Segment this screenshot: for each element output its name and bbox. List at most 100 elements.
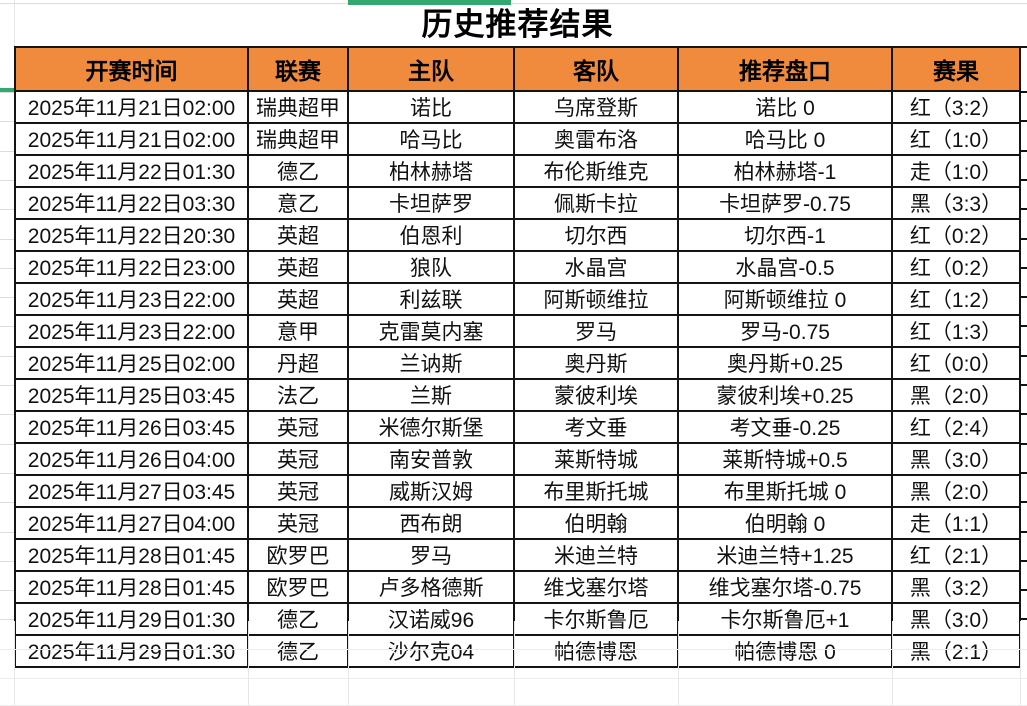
cell-away-team[interactable]: 罗马 bbox=[513, 314, 679, 348]
cell-handicap[interactable]: 卡尔斯鲁厄+1 bbox=[677, 602, 893, 636]
cell-league[interactable]: 英超 bbox=[247, 282, 349, 316]
cell-league[interactable]: 英超 bbox=[247, 218, 349, 252]
cell-away-team[interactable]: 维戈塞尔塔 bbox=[513, 570, 679, 604]
cell-result[interactable]: 红（2:4） bbox=[891, 410, 1021, 444]
header-cell-time[interactable]: 开赛时间 bbox=[14, 46, 249, 92]
cell-league[interactable]: 德乙 bbox=[247, 154, 349, 188]
cell-time[interactable]: 2025年11月22日23:00 bbox=[14, 250, 249, 284]
cell-away-team[interactable]: 乌席登斯 bbox=[513, 90, 679, 124]
cell-league[interactable]: 英冠 bbox=[247, 410, 349, 444]
cell-home-team[interactable]: 狼队 bbox=[347, 250, 515, 284]
cell-away-team[interactable]: 奥丹斯 bbox=[513, 346, 679, 380]
cell-time[interactable]: 2025年11月28日01:45 bbox=[14, 538, 249, 572]
cell-handicap[interactable]: 维戈塞尔塔-0.75 bbox=[677, 570, 893, 604]
cell-home-team[interactable]: 西布朗 bbox=[347, 506, 515, 540]
header-cell-league[interactable]: 联赛 bbox=[247, 46, 349, 92]
cell-handicap[interactable]: 诺比 0 bbox=[677, 90, 893, 124]
cell-result[interactable]: 红（1:2） bbox=[891, 282, 1021, 316]
cell-time[interactable]: 2025年11月27日03:45 bbox=[14, 474, 249, 508]
cell-result[interactable]: 红（2:1） bbox=[891, 538, 1021, 572]
cell-away-team[interactable]: 佩斯卡拉 bbox=[513, 186, 679, 220]
cell-result[interactable]: 黑（3:0） bbox=[891, 442, 1021, 476]
cell-league[interactable]: 瑞典超甲 bbox=[247, 90, 349, 124]
cell-home-team[interactable]: 兰斯 bbox=[347, 378, 515, 412]
cell-handicap[interactable]: 卡坦萨罗-0.75 bbox=[677, 186, 893, 220]
cell-league[interactable]: 德乙 bbox=[247, 634, 349, 668]
cell-handicap[interactable]: 考文垂-0.25 bbox=[677, 410, 893, 444]
cell-handicap[interactable]: 莱斯特城+0.5 bbox=[677, 442, 893, 476]
cell-home-team[interactable]: 南安普敦 bbox=[347, 442, 515, 476]
cell-away-team[interactable]: 阿斯顿维拉 bbox=[513, 282, 679, 316]
cell-time[interactable]: 2025年11月26日03:45 bbox=[14, 410, 249, 444]
cell-handicap[interactable]: 水晶宫-0.5 bbox=[677, 250, 893, 284]
cell-league[interactable]: 英冠 bbox=[247, 506, 349, 540]
cell-league[interactable]: 欧罗巴 bbox=[247, 570, 349, 604]
header-cell-away[interactable]: 客队 bbox=[513, 46, 679, 92]
cell-handicap[interactable]: 哈马比 0 bbox=[677, 122, 893, 156]
cell-handicap[interactable]: 罗马-0.75 bbox=[677, 314, 893, 348]
cell-league[interactable]: 英冠 bbox=[247, 442, 349, 476]
cell-result[interactable]: 黑（2:1） bbox=[891, 634, 1021, 668]
cell-away-team[interactable]: 卡尔斯鲁厄 bbox=[513, 602, 679, 636]
cell-away-team[interactable]: 莱斯特城 bbox=[513, 442, 679, 476]
cell-result[interactable]: 走（1:0） bbox=[891, 154, 1021, 188]
cell-result[interactable]: 走（1:1） bbox=[891, 506, 1021, 540]
cell-result[interactable]: 红（1:0） bbox=[891, 122, 1021, 156]
cell-handicap[interactable]: 布里斯托城 0 bbox=[677, 474, 893, 508]
cell-result[interactable]: 红（0:0） bbox=[891, 346, 1021, 380]
cell-time[interactable]: 2025年11月29日01:30 bbox=[14, 634, 249, 668]
cell-time[interactable]: 2025年11月22日03:30 bbox=[14, 186, 249, 220]
cell-home-team[interactable]: 威斯汉姆 bbox=[347, 474, 515, 508]
cell-handicap[interactable]: 帕德博恩 0 bbox=[677, 634, 893, 668]
cell-handicap[interactable]: 伯明翰 0 bbox=[677, 506, 893, 540]
cell-home-team[interactable]: 伯恩利 bbox=[347, 218, 515, 252]
cell-handicap[interactable]: 米迪兰特+1.25 bbox=[677, 538, 893, 572]
cell-result[interactable]: 黑（3:2） bbox=[891, 570, 1021, 604]
cell-result[interactable]: 黑（3:0） bbox=[891, 602, 1021, 636]
cell-time[interactable]: 2025年11月23日22:00 bbox=[14, 314, 249, 348]
header-cell-home[interactable]: 主队 bbox=[347, 46, 515, 92]
cell-away-team[interactable]: 布里斯托城 bbox=[513, 474, 679, 508]
cell-league[interactable]: 意乙 bbox=[247, 186, 349, 220]
header-cell-result[interactable]: 赛果 bbox=[891, 46, 1021, 92]
cell-league[interactable]: 英超 bbox=[247, 250, 349, 284]
cell-time[interactable]: 2025年11月25日02:00 bbox=[14, 346, 249, 380]
cell-league[interactable]: 丹超 bbox=[247, 346, 349, 380]
cell-time[interactable]: 2025年11月22日20:30 bbox=[14, 218, 249, 252]
cell-league[interactable]: 英冠 bbox=[247, 474, 349, 508]
cell-time[interactable]: 2025年11月28日01:45 bbox=[14, 570, 249, 604]
cell-home-team[interactable]: 沙尔克04 bbox=[347, 634, 515, 668]
cell-away-team[interactable]: 布伦斯维克 bbox=[513, 154, 679, 188]
cell-away-team[interactable]: 蒙彼利埃 bbox=[513, 378, 679, 412]
cell-time[interactable]: 2025年11月25日03:45 bbox=[14, 378, 249, 412]
cell-league[interactable]: 意甲 bbox=[247, 314, 349, 348]
cell-time[interactable]: 2025年11月21日02:00 bbox=[14, 90, 249, 124]
cell-league[interactable]: 法乙 bbox=[247, 378, 349, 412]
cell-home-team[interactable]: 哈马比 bbox=[347, 122, 515, 156]
cell-league[interactable]: 欧罗巴 bbox=[247, 538, 349, 572]
cell-away-team[interactable]: 帕德博恩 bbox=[513, 634, 679, 668]
page-title[interactable]: 历史推荐结果 bbox=[421, 7, 614, 42]
cell-home-team[interactable]: 兰讷斯 bbox=[347, 346, 515, 380]
cell-handicap[interactable]: 蒙彼利埃+0.25 bbox=[677, 378, 893, 412]
cell-result[interactable]: 红（0:2） bbox=[891, 218, 1021, 252]
cell-handicap[interactable]: 切尔西-1 bbox=[677, 218, 893, 252]
cell-league[interactable]: 瑞典超甲 bbox=[247, 122, 349, 156]
header-cell-handicap[interactable]: 推荐盘口 bbox=[677, 46, 893, 92]
cell-home-team[interactable]: 汉诺威96 bbox=[347, 602, 515, 636]
cell-home-team[interactable]: 利兹联 bbox=[347, 282, 515, 316]
cell-home-team[interactable]: 柏林赫塔 bbox=[347, 154, 515, 188]
cell-league[interactable]: 德乙 bbox=[247, 602, 349, 636]
cell-home-team[interactable]: 米德尔斯堡 bbox=[347, 410, 515, 444]
cell-time[interactable]: 2025年11月23日22:00 bbox=[14, 282, 249, 316]
cell-away-team[interactable]: 切尔西 bbox=[513, 218, 679, 252]
cell-away-team[interactable]: 奥雷布洛 bbox=[513, 122, 679, 156]
cell-away-team[interactable]: 伯明翰 bbox=[513, 506, 679, 540]
cell-time[interactable]: 2025年11月29日01:30 bbox=[14, 602, 249, 636]
cell-home-team[interactable]: 卢多格德斯 bbox=[347, 570, 515, 604]
cell-home-team[interactable]: 诺比 bbox=[347, 90, 515, 124]
cell-away-team[interactable]: 考文垂 bbox=[513, 410, 679, 444]
cell-away-team[interactable]: 米迪兰特 bbox=[513, 538, 679, 572]
cell-result[interactable]: 红（1:3） bbox=[891, 314, 1021, 348]
cell-home-team[interactable]: 罗马 bbox=[347, 538, 515, 572]
